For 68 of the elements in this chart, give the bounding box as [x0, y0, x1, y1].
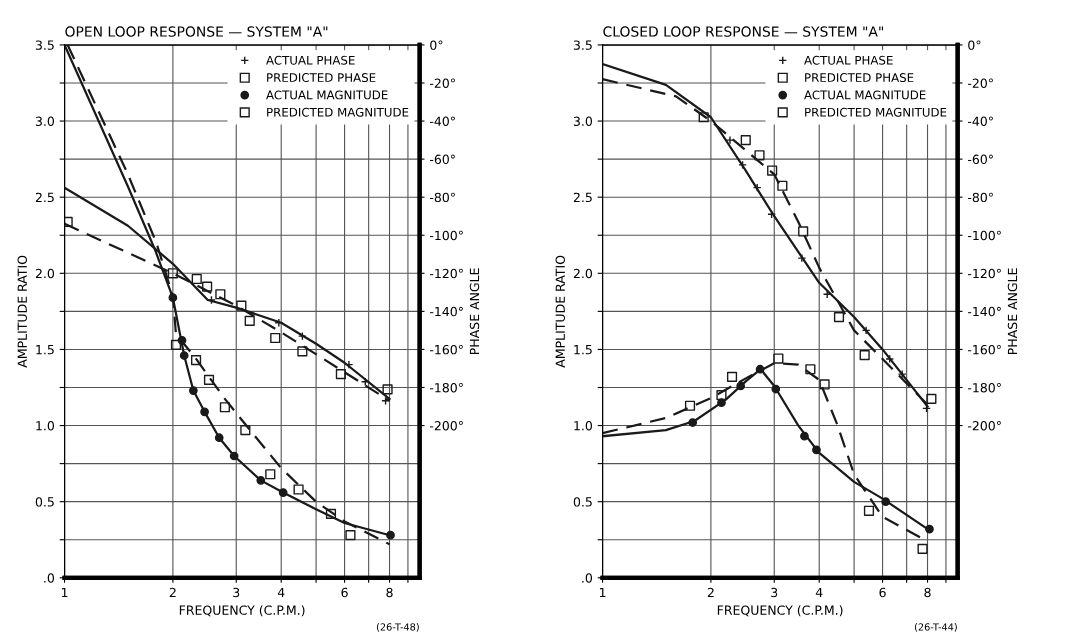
y2-tick-label: -200° — [429, 421, 463, 431]
y-tick-label: 2.5 — [573, 192, 592, 203]
y2-tick-label: -60° — [429, 154, 455, 165]
y-axis-title: AMPLITUDE RATIO — [17, 255, 27, 368]
x-tick-label: 1 — [599, 587, 606, 598]
x-tick-label: 3 — [771, 587, 778, 598]
y-tick-label: 3.0 — [35, 116, 55, 126]
y-tick-label: 1.5 — [36, 345, 54, 355]
y-tick-label: 1.0 — [36, 421, 55, 431]
y-tick-label: 0.5 — [573, 497, 592, 507]
y-axis-title: AMPLITUDE RATIO — [555, 255, 565, 368]
y2-tick-label: -20° — [967, 78, 993, 88]
x-tick-label: 8 — [386, 587, 393, 598]
x-tick-label: 1 — [61, 587, 68, 598]
y2-tick-label: -80° — [967, 192, 993, 203]
legend-label: ACTUAL PHASE — [804, 55, 893, 65]
y2-tick-label: -100° — [967, 230, 1001, 241]
y2-tick-label: -120° — [429, 268, 463, 279]
x-axis-title: FREQUENCY (C.P.M.) — [179, 605, 305, 617]
y-tick-label: 3.5 — [35, 40, 54, 50]
x-tick-label: 2 — [707, 587, 714, 598]
legend-label: PREDICTED PHASE — [267, 73, 376, 83]
y2-axis-title: PHASE ANGLE — [1007, 268, 1018, 355]
text: (26-T-44) — [914, 623, 957, 632]
y2-tick-label: -40° — [967, 116, 993, 126]
y2-tick-label: -200° — [967, 421, 1001, 431]
y2-tick-label: -180° — [429, 382, 463, 393]
y2-tick-label: -100° — [429, 230, 463, 241]
legend-label: PREDICTED MAGNITUDE — [805, 107, 947, 117]
x-tick-label: 6 — [879, 587, 886, 598]
x-axis-title: FREQUENCY (C.P.M.) — [717, 605, 843, 617]
legend-label: PREDICTED MAGNITUDE — [267, 107, 409, 117]
chart-title: OPEN LOOP RESPONSE — SYSTEM "A" — [65, 26, 328, 37]
y-tick-label: 3.5 — [573, 40, 592, 50]
x-tick-label: 4 — [815, 587, 823, 598]
text: (26-T-48) — [376, 623, 419, 632]
y-tick-label: 1.5 — [574, 345, 592, 355]
x-tick-label: 4 — [277, 587, 285, 598]
y2-tick-label: -60° — [967, 154, 993, 165]
y2-tick-label: -20° — [429, 78, 455, 88]
y-tick-label: .0 — [44, 573, 55, 583]
y-tick-label: 0.5 — [35, 497, 54, 507]
y-tick-label: 1.0 — [574, 421, 593, 431]
legend-label: ACTUAL PHASE — [266, 55, 355, 65]
y2-tick-label: -180° — [967, 382, 1001, 393]
y2-tick-label: -140° — [429, 306, 463, 317]
y-tick-label: 2.0 — [35, 268, 55, 279]
y2-axis-title: PHASE ANGLE — [469, 268, 480, 355]
x-tick-label: 3 — [233, 587, 240, 598]
y2-tick-label: -160° — [967, 344, 1001, 355]
y2-tick-label: -120° — [967, 268, 1001, 279]
y-tick-label: 2.5 — [35, 192, 54, 203]
x-tick-label: 2 — [169, 587, 176, 598]
x-tick-label: 8 — [924, 587, 931, 598]
y2-tick-label: -160° — [429, 344, 463, 355]
y2-tick-label: -40° — [429, 116, 455, 126]
legend-label: PREDICTED PHASE — [805, 73, 914, 83]
legend-label: ACTUAL MAGNITUDE — [804, 90, 926, 100]
chart-title: CLOSED LOOP RESPONSE — SYSTEM "A" — [603, 26, 883, 37]
y-tick-label: 2.0 — [573, 268, 593, 279]
legend-label: ACTUAL MAGNITUDE — [266, 90, 388, 100]
y2-tick-label: 0° — [968, 40, 981, 50]
y2-tick-label: -80° — [429, 192, 455, 203]
y2-tick-label: -140° — [967, 306, 1001, 317]
y-tick-label: .0 — [582, 573, 593, 583]
x-tick-label: 6 — [341, 587, 348, 598]
y2-tick-label: 0° — [430, 40, 443, 50]
y-tick-label: 3.0 — [573, 116, 593, 126]
